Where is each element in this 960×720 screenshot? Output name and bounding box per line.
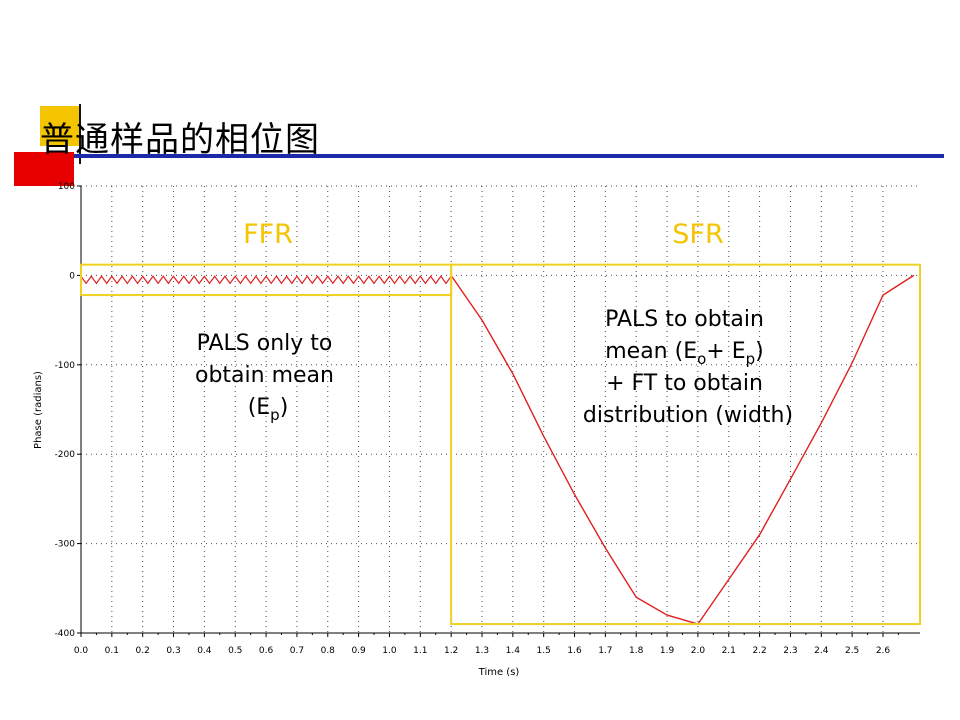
- x-tick-label: 2.2: [752, 646, 766, 656]
- slide-title: 普通样品的相位图: [40, 120, 320, 160]
- x-tick-label: 0.5: [228, 646, 242, 656]
- sfr-note-line2-sub1: o: [697, 350, 706, 368]
- sfr-note: PALS to obtain mean (Eo+ Ep) + FT to obt…: [583, 307, 793, 428]
- x-tick-label: 1.9: [660, 646, 675, 656]
- sfr-label: SFR: [672, 219, 723, 250]
- region-box-ffr: [80, 263, 453, 297]
- x-tick-label: 1.6: [567, 646, 582, 656]
- x-tick-label: 0.2: [136, 646, 150, 656]
- curves: [80, 274, 915, 625]
- sfr-note-line2-mid: + E: [706, 339, 745, 364]
- grid: [81, 185, 920, 634]
- x-tick-label: 0.6: [259, 646, 274, 656]
- x-tick-label: 0.7: [290, 646, 304, 656]
- ffr-note-line1: PALS only to: [197, 331, 333, 356]
- title-underline: [74, 154, 944, 158]
- x-tick-label: 0.3: [166, 646, 180, 656]
- x-tick-label: 0.0: [74, 646, 89, 656]
- y-tick-label: -400: [55, 629, 76, 639]
- sfr-note-line4: distribution (width): [583, 403, 793, 428]
- x-tick-label: 2.5: [845, 646, 859, 656]
- y-tick-label: -300: [55, 540, 76, 550]
- x-tick-label: 2.4: [814, 646, 829, 656]
- region-box-sfr: [450, 263, 921, 626]
- x-tick-label: 1.2: [444, 646, 458, 656]
- sfr-note-line2-pre: mean (E: [605, 339, 697, 364]
- x-tick-label: 1.7: [598, 646, 612, 656]
- x-ticks: 0.0 0.1 0.2 0.3 0.4 0.5 0.6 0.7 0.8 0.9 1.0 1.1 1.2 1…: [74, 633, 899, 656]
- x-tick-label: 1.4: [506, 646, 521, 656]
- ffr-note: PALS only to obtain mean (Ep): [195, 331, 341, 424]
- axes: [80, 186, 920, 634]
- y-ticks: 100 0 -100 -200 -300 -400: [55, 182, 81, 639]
- x-tick-label: 0.8: [321, 646, 336, 656]
- ffr-note-line3-pre: (E: [248, 395, 270, 420]
- sfr-phase-curve: [450, 274, 915, 625]
- x-tick-label: 1.8: [629, 646, 644, 656]
- ffr-label: FFR: [243, 219, 293, 250]
- y-tick-label: 100: [58, 182, 75, 192]
- title-accent-line: [79, 104, 81, 164]
- regions: [80, 263, 921, 626]
- sfr-note-line2-sub2: p: [746, 350, 756, 368]
- x-tick-label: 1.3: [475, 646, 489, 656]
- ffr-note-line3-sub: p: [270, 406, 280, 424]
- x-tick-label: 2.1: [722, 646, 736, 656]
- title-accent-yellow: [40, 106, 80, 146]
- ffr-note-line3-post: ): [280, 395, 289, 420]
- y-axis-title: Phase (radians): [33, 371, 44, 449]
- ffr-note-line2: obtain mean: [195, 363, 334, 388]
- title-accent-red: [14, 152, 74, 186]
- y-tick-label: -200: [55, 450, 76, 460]
- x-tick-label: 1.1: [413, 646, 427, 656]
- sfr-note-line1: PALS to obtain: [605, 307, 764, 332]
- x-tick-label: 1.5: [537, 646, 551, 656]
- x-tick-label: 2.3: [783, 646, 797, 656]
- x-tick-label: 0.1: [105, 646, 119, 656]
- x-axis-title: Time (s): [478, 667, 520, 678]
- x-tick-label: 0.4: [197, 646, 212, 656]
- sfr-note-line3: + FT to obtain: [606, 371, 763, 396]
- y-tick-label: 0: [69, 271, 75, 281]
- x-tick-label: 2.6: [876, 646, 891, 656]
- x-tick-label: 1.0: [382, 646, 397, 656]
- sfr-note-line2-post: ): [755, 339, 764, 364]
- y-tick-label: -100: [55, 361, 76, 371]
- x-tick-label: 0.9: [351, 646, 366, 656]
- x-tick-label: 2.0: [691, 646, 706, 656]
- ffr-oscillation-curve: [80, 275, 452, 285]
